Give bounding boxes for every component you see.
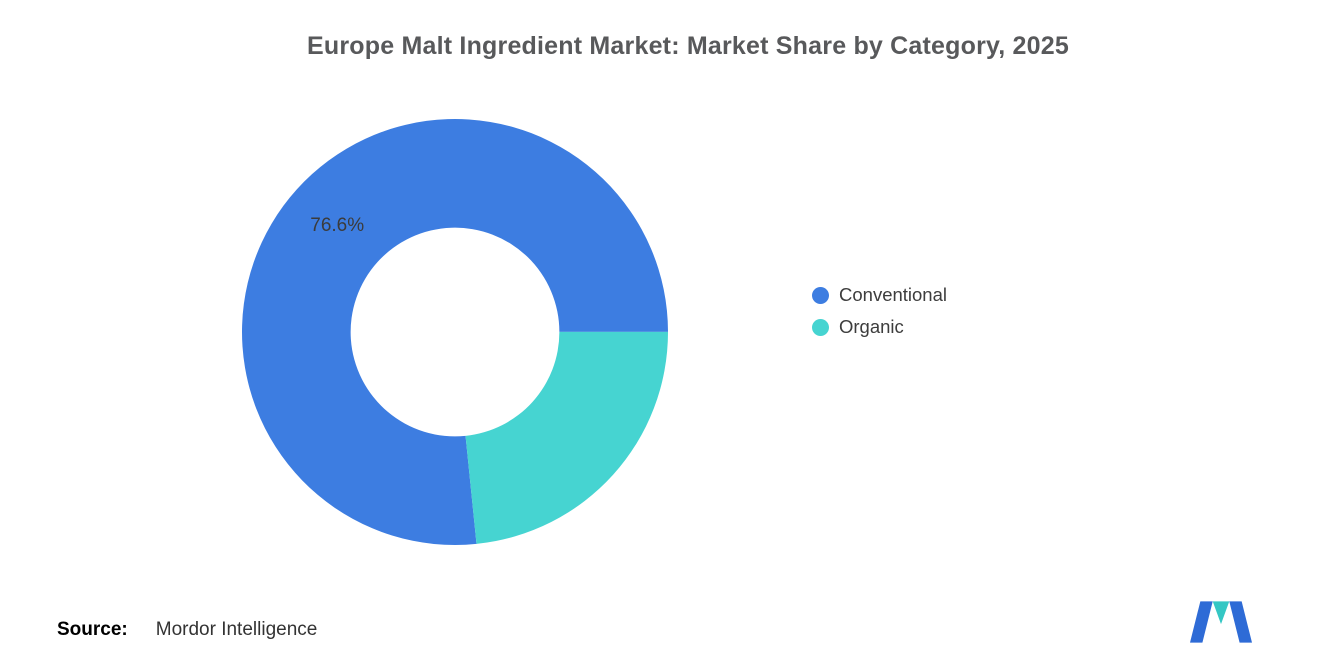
logo-left-stroke (1190, 601, 1213, 643)
legend-label-organic: Organic (839, 316, 904, 337)
chart-title: Europe Malt Ingredient Market: Market Sh… (307, 32, 1069, 60)
donut-slice-conventional[interactable] (242, 118, 668, 545)
donut-chart: 76.6% (242, 118, 668, 545)
source-text: Mordor Intelligence (155, 619, 318, 640)
source-label: Source: (57, 619, 128, 640)
legend-item-conventional[interactable]: Conventional (812, 284, 947, 306)
logo-right-stroke (1229, 601, 1252, 643)
donut-slice-organic[interactable] (465, 331, 668, 544)
legend: Conventional Organic (812, 284, 947, 348)
logo-middle-triangle (1212, 601, 1230, 625)
legend-marker-organic (812, 318, 829, 336)
source-line: Source: Mordor Intelligence (57, 619, 317, 641)
mordor-intelligence-logo (1190, 601, 1252, 643)
legend-item-organic[interactable]: Organic (812, 316, 947, 338)
legend-label-conventional: Conventional (839, 284, 947, 305)
legend-marker-conventional (812, 286, 829, 304)
slice-data-label: 76.6% (310, 215, 364, 236)
